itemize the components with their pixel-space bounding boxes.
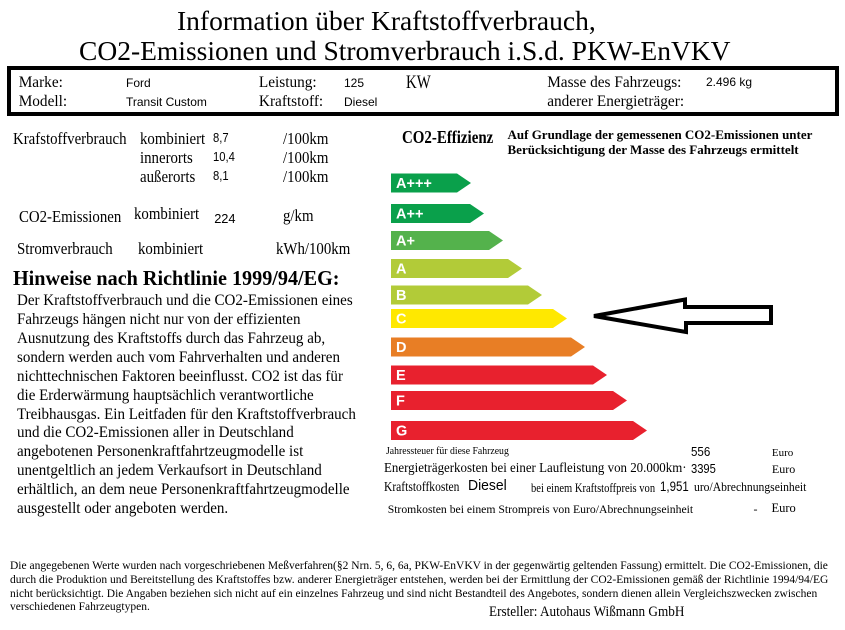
svg-text:G: G <box>396 424 407 440</box>
svg-text:B: B <box>396 288 406 304</box>
svg-text:D: D <box>396 340 406 356</box>
svg-text:E: E <box>396 368 406 384</box>
svg-text:C: C <box>396 312 407 328</box>
svg-text:A++: A++ <box>396 207 423 223</box>
svg-text:A: A <box>396 262 407 278</box>
svg-text:A+++: A+++ <box>396 176 432 192</box>
svg-text:F: F <box>396 394 405 410</box>
svg-text:A+: A+ <box>396 234 415 250</box>
